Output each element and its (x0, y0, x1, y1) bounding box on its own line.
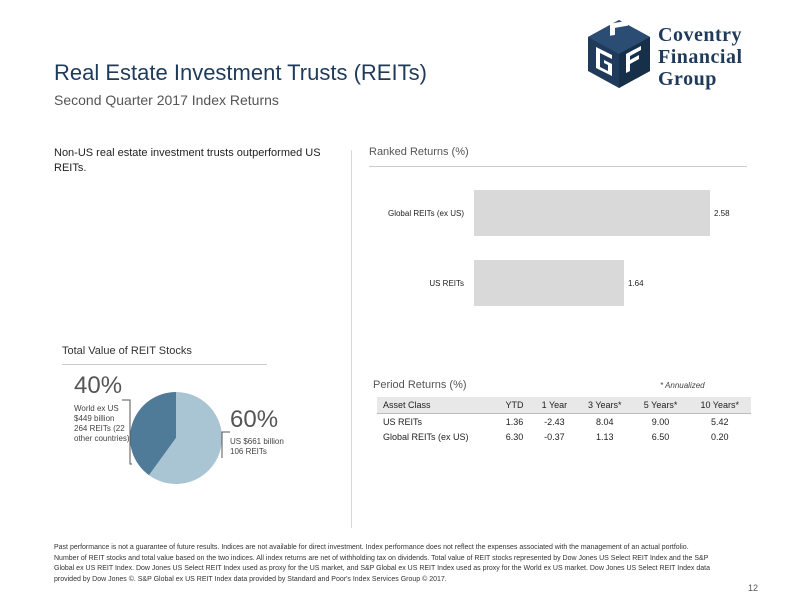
pie-slice-world-ex-us (130, 392, 176, 476)
table-cell: -0.37 (544, 431, 565, 442)
pie-slice-us (148, 392, 222, 484)
table-cell: US REITs (383, 416, 423, 427)
page-subtitle: Second Quarter 2017 Index Returns (54, 92, 279, 108)
annualized-note: * Annualized (660, 381, 705, 390)
table-cell: 1.13 (596, 431, 614, 442)
page-number: 12 (748, 583, 759, 593)
logo-text-line: Financial (658, 46, 743, 68)
us-percent: 60% (230, 406, 279, 433)
vertical-divider (351, 150, 352, 528)
bar-label-us-reits: US REITs (429, 279, 464, 288)
world-leader-bracket (122, 399, 132, 465)
table-cell: Global REITs (ex US) (383, 431, 469, 442)
column-header: YTD (497, 397, 532, 414)
bar-value-global-reits: 2.58 (714, 209, 730, 218)
world-ex-us-percent: 40% (74, 372, 123, 399)
table-cell: 1.36 (505, 416, 524, 427)
table-cell: 9.00 (651, 416, 670, 427)
total-value-title: Total Value of REIT Stocks (62, 345, 192, 357)
column-header: 3 Years* (576, 397, 633, 414)
period-returns-table: Asset Class YTD 1 Year 3 Years* 5 Years*… (377, 397, 751, 444)
table-cell: 5.42 (710, 416, 729, 427)
bar-us-reits (474, 260, 624, 306)
column-header: 10 Years* (688, 397, 751, 414)
intro-text: Non-US real estate investment trusts out… (54, 147, 321, 174)
logo-text-line: Coventry (658, 24, 742, 46)
table-cell: 8.04 (596, 416, 614, 427)
page-title: Real Estate Investment Trusts (REITs) (54, 60, 427, 85)
column-header: 5 Years* (632, 397, 689, 414)
table-cell: 6.50 (651, 431, 670, 442)
world-ex-us-note: World ex US $449 billion 264 REITs (22 o… (74, 404, 130, 443)
disclaimer-footnote: Past performance is not a guarantee of f… (54, 544, 710, 583)
ranked-returns-rule (369, 166, 747, 167)
us-note: US $661 billion 106 REITs (230, 437, 284, 456)
column-header: Asset Class (377, 397, 497, 414)
ranked-returns-title: Ranked Returns (%) (369, 146, 469, 158)
logo-text-line: Group (658, 68, 717, 90)
cube-logo-icon (588, 20, 650, 88)
bar-global-reits (474, 190, 710, 236)
bar-label-global-reits: Global REITs (ex US) (387, 209, 464, 218)
us-leader-bracket (221, 431, 230, 458)
period-returns-title: Period Returns (%) (373, 379, 467, 391)
column-header: 1 Year (531, 397, 577, 414)
reit-value-pie (130, 392, 222, 484)
table-cell: 6.30 (505, 431, 524, 442)
bar-value-us-reits: 1.64 (628, 279, 644, 288)
company-logo: Coventry Financial Group (586, 18, 782, 92)
total-value-rule (62, 364, 267, 365)
table-cell: -2.43 (544, 416, 565, 427)
table-row: Global REITs (ex US) 6.30 -0.37 1.13 6.5… (377, 429, 751, 444)
table-row: US REITs 1.36 -2.43 8.04 9.00 5.42 (377, 414, 751, 430)
table-header-row: Asset Class YTD 1 Year 3 Years* 5 Years*… (377, 397, 751, 414)
table-cell: 0.20 (710, 431, 729, 442)
